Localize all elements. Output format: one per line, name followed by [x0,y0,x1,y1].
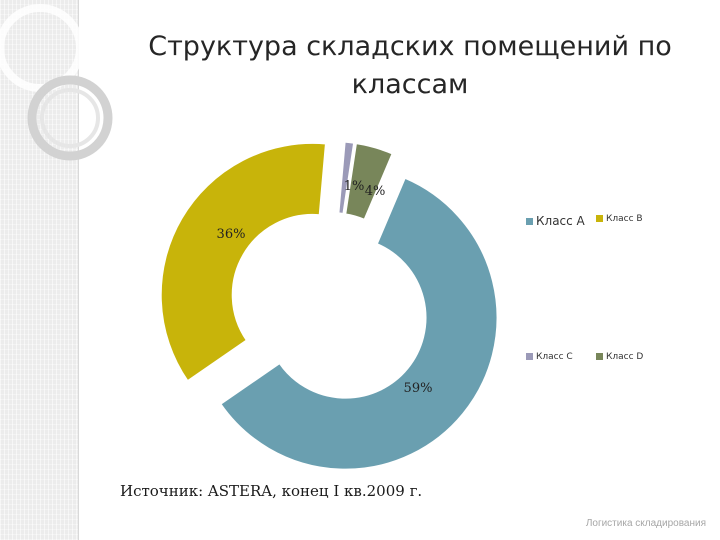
legend-swatch [596,353,603,360]
data-label-class-b: 36% [217,227,246,242]
legend-item-class-a: Класс A [526,214,585,228]
footer-text: Логистика складирования [585,518,706,529]
slice-class-d [344,142,394,222]
legend-label: Класс B [606,214,643,224]
legend-label: Класс D [606,352,644,362]
chart-title: Структура складских помещений по классам [120,28,700,104]
slice-class-b [159,141,328,383]
chart-title-line-1: Структура складских помещений по [148,31,672,62]
legend-item-class-b: Класс B [596,214,643,224]
legend-swatch [596,215,603,222]
side-divider [78,0,79,540]
data-label-class-d: 4% [365,184,386,199]
legend-swatch [526,218,533,225]
slice-class-c [337,140,356,216]
slice-class-a [218,176,499,471]
legend-swatch [526,353,533,360]
legend-item-class-c: Класс C [526,352,573,362]
data-label-class-c: 1% [344,179,365,194]
decorative-circles [0,4,113,161]
legend-item-class-d: Класс D [596,352,643,362]
legend-label: Класс C [536,352,573,362]
source-note: Источник: ASTERA, конец I кв.2009 г. [120,482,423,500]
chart-title-line-2: классам [351,69,469,100]
data-label-class-a: 59% [404,381,433,396]
legend-label: Класс A [536,214,585,228]
